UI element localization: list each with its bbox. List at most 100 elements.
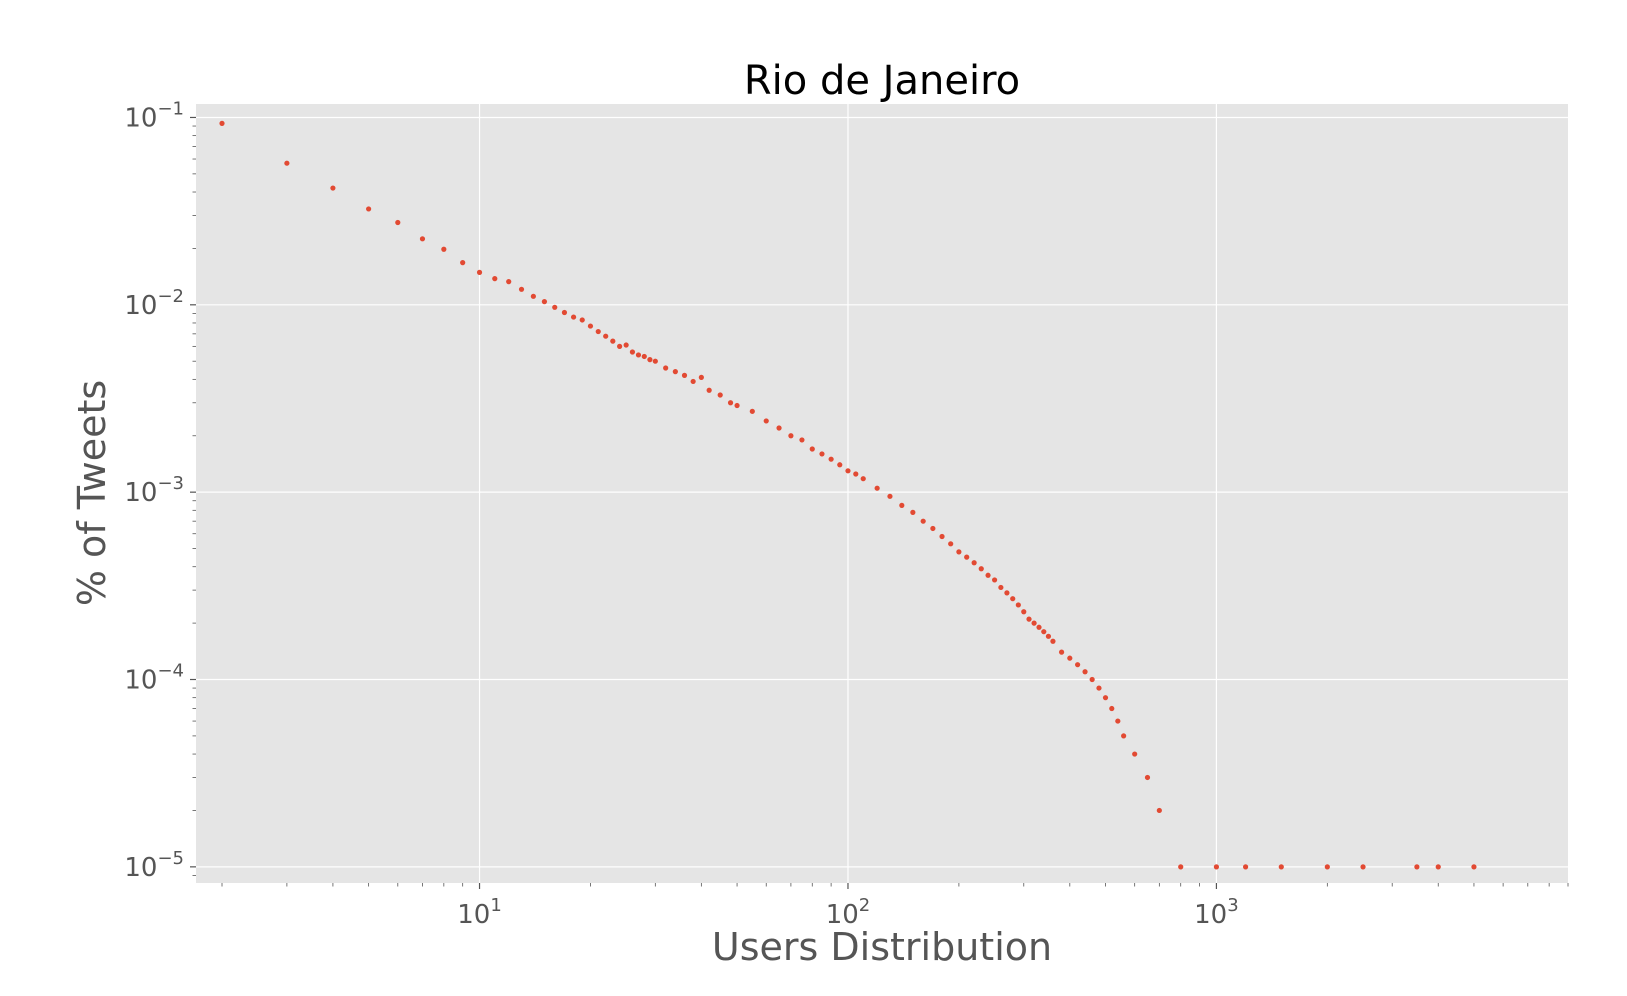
data-point — [603, 333, 609, 339]
data-point — [1213, 864, 1220, 870]
data-point — [460, 260, 466, 266]
data-point — [1242, 864, 1249, 870]
data-point — [956, 549, 962, 555]
data-point — [1050, 638, 1056, 644]
data-point — [998, 584, 1004, 591]
data-point — [492, 276, 498, 282]
data-point — [530, 293, 536, 299]
data-point — [1015, 602, 1021, 608]
data-point — [641, 353, 647, 360]
data-point — [1036, 624, 1042, 630]
data-point — [706, 387, 712, 393]
data-point — [819, 451, 825, 457]
data-point — [476, 269, 483, 275]
data-point — [874, 485, 880, 491]
data-point — [1360, 864, 1366, 870]
data-point — [776, 425, 782, 431]
data-point — [991, 577, 998, 583]
data-point — [663, 365, 669, 371]
data-point — [395, 219, 401, 226]
data-point — [799, 437, 805, 443]
data-point — [939, 533, 945, 540]
data-point — [1132, 751, 1138, 757]
data-point — [899, 502, 905, 508]
x-tick-label: 101 — [457, 895, 502, 930]
x-axis-label: Users Distribution — [712, 925, 1052, 969]
data-point — [441, 246, 447, 252]
data-point — [717, 392, 723, 398]
grid-lines — [196, 104, 1568, 883]
data-point — [978, 566, 984, 572]
data-point — [552, 304, 558, 310]
data-point — [1471, 864, 1477, 870]
data-point — [1278, 864, 1284, 870]
y-axis-label: % of Tweets — [70, 380, 114, 606]
data-point — [749, 408, 755, 414]
data-point — [647, 356, 653, 363]
data-point — [1031, 620, 1037, 626]
data-point — [1178, 864, 1184, 870]
data-point — [837, 462, 843, 468]
data-point — [635, 352, 642, 358]
data-point — [763, 418, 769, 424]
y-tick-label: 10−5 — [124, 848, 184, 883]
data-point — [1121, 733, 1127, 739]
data-point — [948, 541, 954, 547]
data-point — [1004, 590, 1010, 596]
data-point — [809, 446, 815, 452]
data-point — [419, 236, 426, 242]
y-tick-label: 10−4 — [124, 661, 184, 696]
plot-background — [196, 104, 1568, 883]
data-point — [845, 468, 851, 474]
data-point — [1102, 695, 1109, 701]
data-point — [1156, 807, 1162, 814]
data-point — [1144, 774, 1151, 781]
data-point — [910, 509, 916, 515]
data-point — [690, 378, 696, 385]
data-point — [652, 358, 658, 364]
data-point — [985, 572, 991, 578]
data-point — [1414, 864, 1420, 870]
x-axis-ticks: 101 102 103 — [457, 883, 1239, 930]
y-tick-label: 10−2 — [124, 286, 184, 321]
y-tick-label: 10−1 — [124, 98, 184, 133]
data-point — [1109, 705, 1115, 712]
data-point — [734, 402, 740, 409]
chart-title: Rio de Janeiro — [744, 58, 1020, 104]
data-point — [727, 400, 734, 406]
data-point — [1435, 864, 1441, 870]
data-point — [681, 372, 688, 378]
data-point — [1082, 669, 1088, 675]
data-point — [1067, 655, 1073, 661]
data-point — [1058, 649, 1065, 655]
data-point — [930, 525, 936, 532]
data-point — [610, 338, 616, 344]
data-point — [1021, 609, 1027, 615]
data-point — [366, 206, 372, 212]
data-point — [623, 342, 629, 348]
data-point — [964, 554, 970, 560]
data-point — [284, 160, 290, 166]
data-point — [330, 185, 336, 191]
data-point — [1096, 685, 1102, 691]
data-point — [828, 456, 834, 462]
data-point — [506, 279, 512, 285]
data-point — [541, 299, 548, 305]
data-points — [219, 120, 1477, 870]
data-point — [1041, 629, 1047, 635]
data-point — [629, 349, 636, 355]
data-point — [595, 328, 601, 335]
data-point — [570, 314, 577, 320]
data-point — [672, 369, 678, 375]
data-point — [1010, 596, 1016, 602]
data-point — [698, 374, 704, 380]
data-point — [860, 476, 866, 482]
x-tick-label: 102 — [826, 895, 871, 930]
data-point — [579, 317, 585, 323]
data-point — [1075, 662, 1081, 668]
minor-ticks — [192, 125, 1569, 887]
data-point — [887, 493, 893, 499]
data-point — [1324, 864, 1330, 870]
